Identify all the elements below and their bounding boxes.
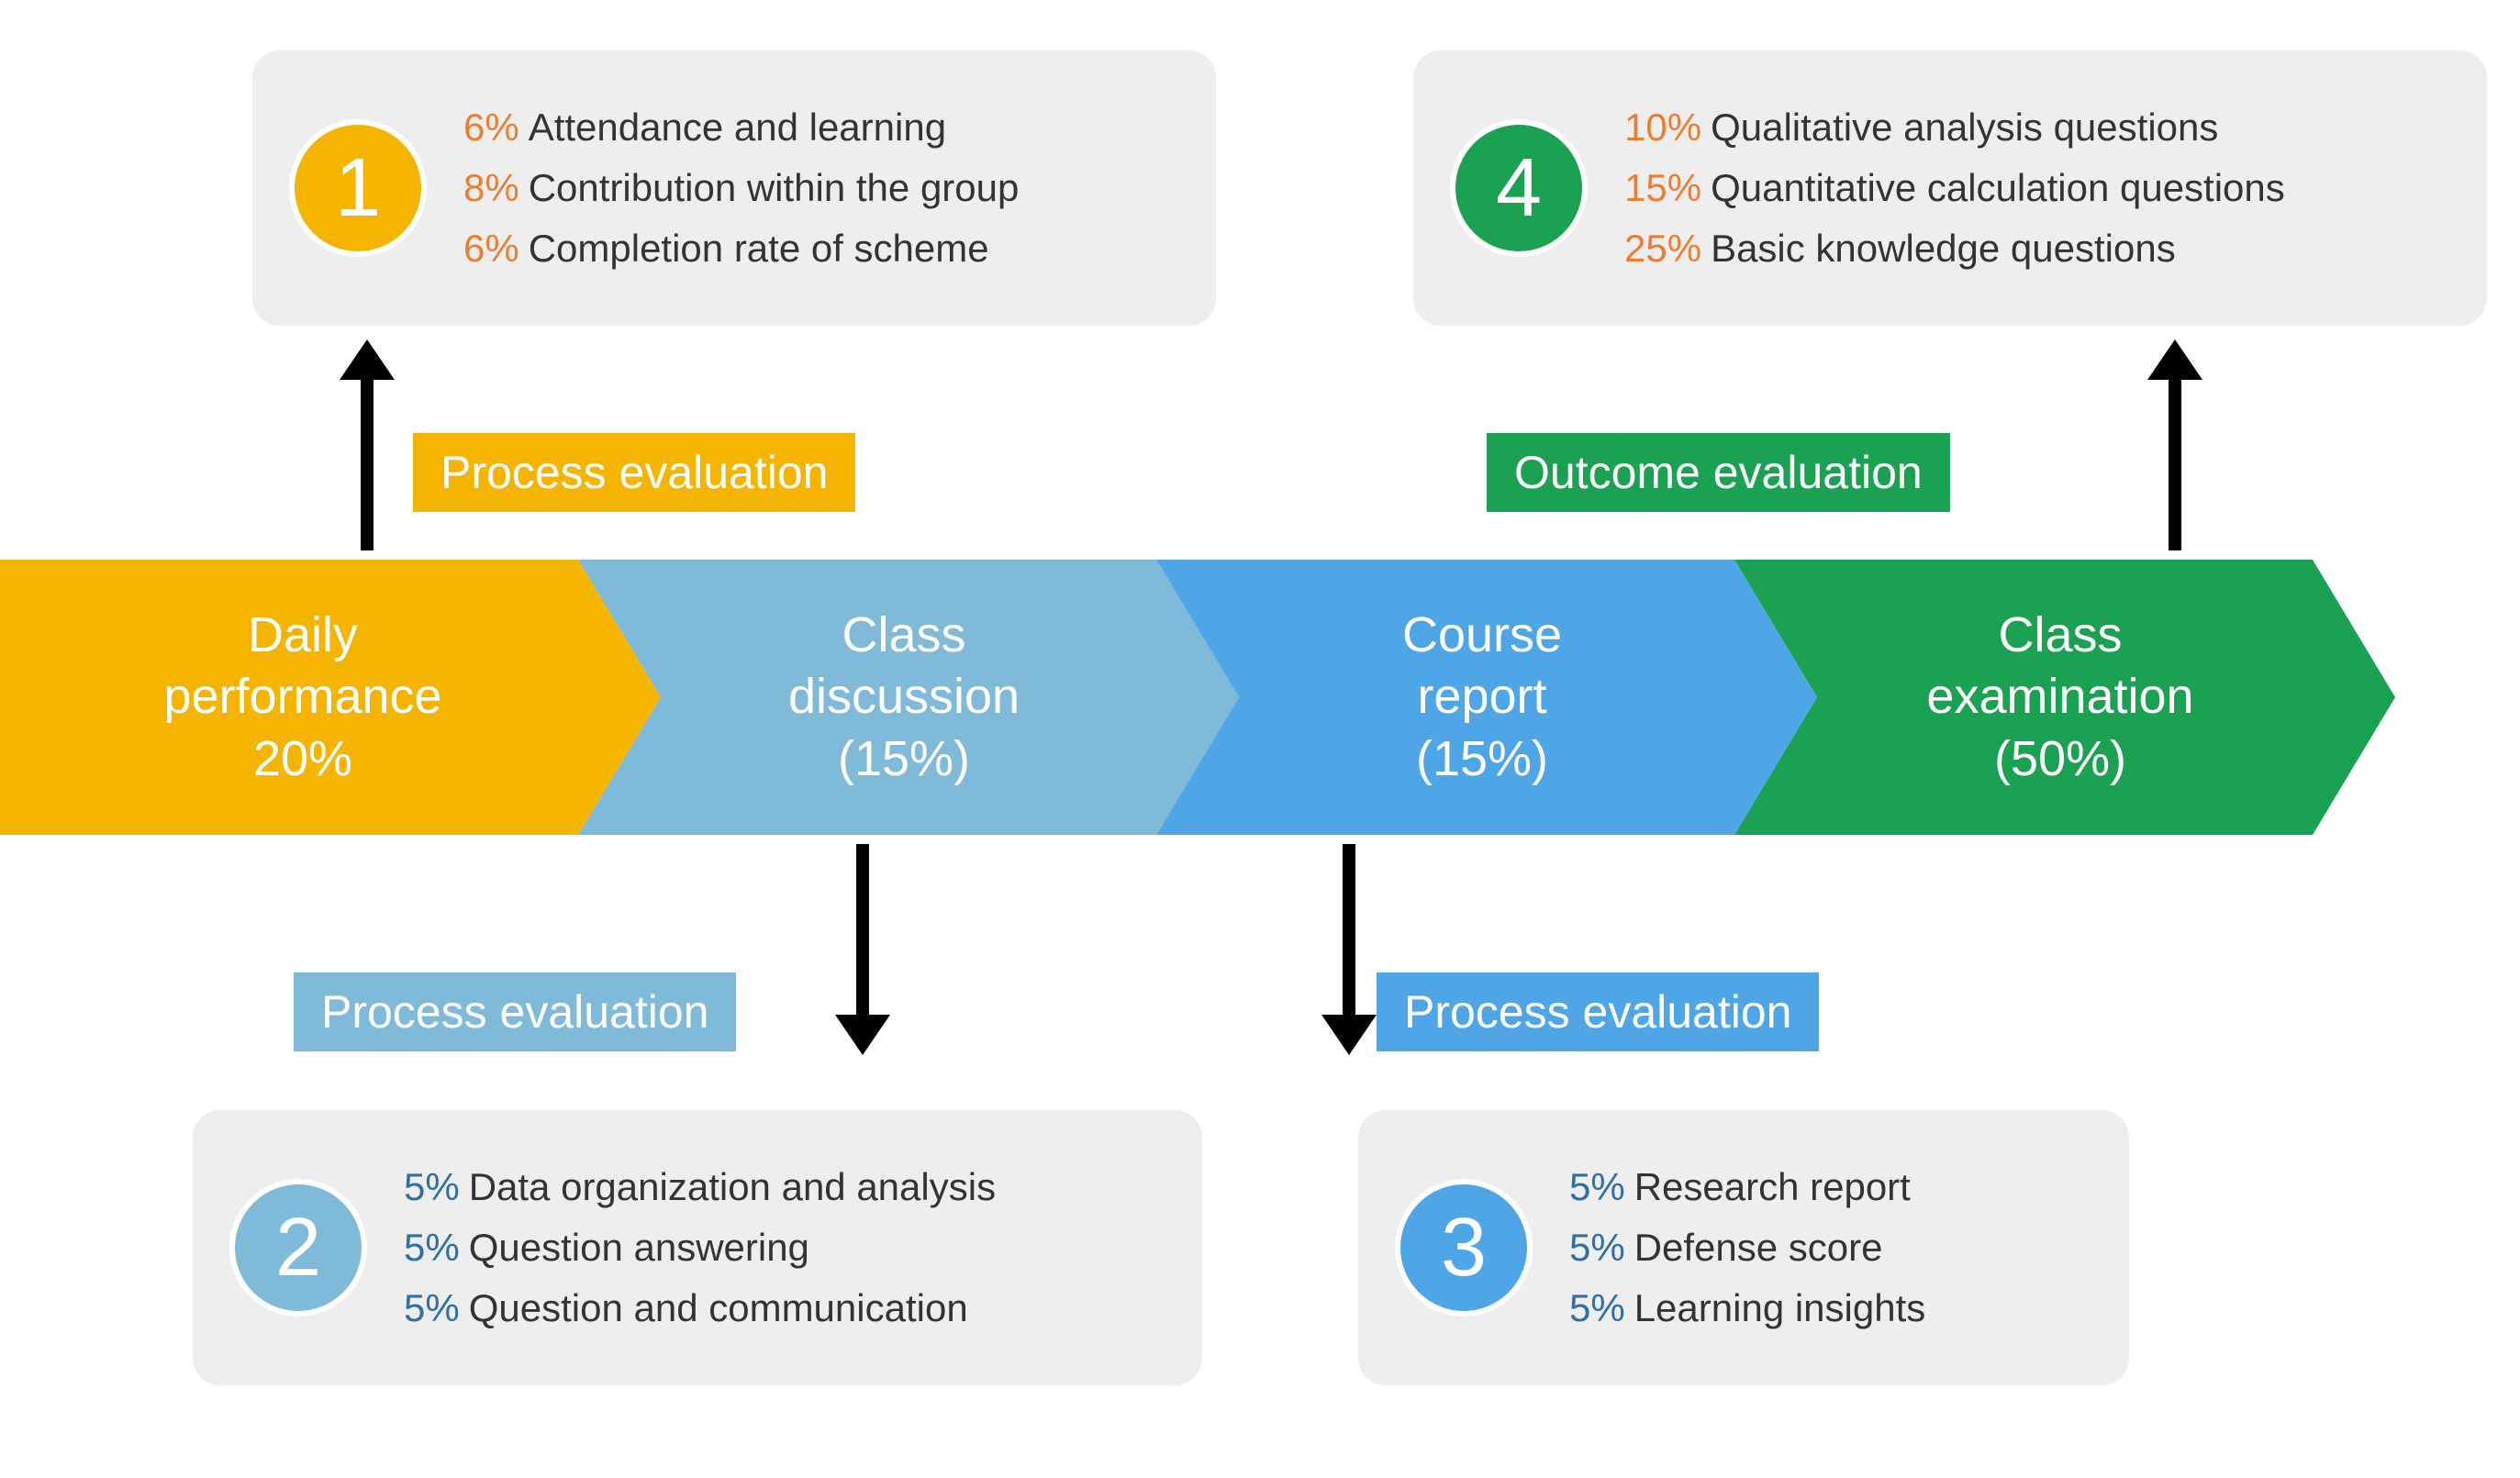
stage-chevron-4: Classexamination(50%) bbox=[1734, 560, 2395, 835]
stage-weight: (50%) bbox=[1994, 728, 2126, 791]
card-line-text: Question answering bbox=[469, 1226, 809, 1269]
detail-card-3: 35%Research report5%Defense score5%Learn… bbox=[1358, 1110, 2129, 1385]
stage-weight: 20% bbox=[253, 728, 352, 791]
arrowhead-icon bbox=[2147, 339, 2202, 380]
card-line-text: Contribution within the group bbox=[529, 166, 1020, 209]
card-line: 5%Learning insights bbox=[1569, 1286, 1925, 1330]
card-line-text: Completion rate of scheme bbox=[529, 227, 989, 270]
card-line-text: Learning insights bbox=[1634, 1286, 1926, 1329]
card-line-percent: 10% bbox=[1624, 106, 1701, 149]
card-lines: 5%Research report5%Defense score5%Learni… bbox=[1569, 1165, 1925, 1330]
stage-label: Dailyperformance20% bbox=[0, 560, 597, 835]
detail-card-2: 25%Data organization and analysis5%Quest… bbox=[193, 1110, 1202, 1385]
arrow-shaft bbox=[856, 844, 869, 1018]
stage-chevron-3: Coursereport(15%) bbox=[1156, 560, 1817, 835]
arrowhead-icon bbox=[1321, 1015, 1377, 1055]
stage-chevron-2: Classdiscussion(15%) bbox=[578, 560, 1239, 835]
stage-weight: (15%) bbox=[838, 728, 970, 791]
card-number-badge: 4 bbox=[1450, 119, 1588, 257]
card-line: 5%Data organization and analysis bbox=[404, 1165, 996, 1209]
arrowhead-icon bbox=[835, 1015, 890, 1055]
stage-title-line1: Class bbox=[1998, 605, 2122, 667]
card-lines: 6%Attendance and learning8%Contribution … bbox=[463, 106, 1019, 271]
stage-chevron-1: Dailyperformance20% bbox=[0, 560, 661, 835]
stage-title-line2: discussion bbox=[788, 666, 1020, 728]
evaluation-tag: Process evaluation bbox=[1377, 972, 1819, 1051]
card-line: 5%Defense score bbox=[1569, 1226, 1925, 1270]
card-line-text: Data organization and analysis bbox=[469, 1165, 996, 1208]
stage-title-line1: Class bbox=[842, 605, 965, 667]
card-line-percent: 5% bbox=[404, 1165, 460, 1208]
card-number-badge: 2 bbox=[229, 1179, 367, 1317]
arrow-up-0 bbox=[340, 339, 395, 550]
detail-card-1: 16%Attendance and learning8%Contribution… bbox=[252, 50, 1216, 326]
card-line-text: Defense score bbox=[1634, 1226, 1883, 1269]
card-line: 6%Attendance and learning bbox=[463, 106, 1019, 150]
card-line: 6%Completion rate of scheme bbox=[463, 227, 1019, 271]
arrowhead-icon bbox=[340, 339, 395, 380]
card-line-percent: 5% bbox=[404, 1226, 460, 1269]
card-line-percent: 5% bbox=[404, 1286, 460, 1329]
card-line: 15%Quantitative calculation questions bbox=[1624, 166, 2285, 210]
card-line-percent: 5% bbox=[1569, 1165, 1625, 1208]
card-lines: 10%Qualitative analysis questions15%Quan… bbox=[1624, 106, 2285, 271]
arrow-shaft bbox=[361, 376, 374, 550]
card-number-badge: 3 bbox=[1395, 1179, 1533, 1317]
card-line-percent: 8% bbox=[463, 166, 519, 209]
arrow-down-2 bbox=[835, 844, 890, 1055]
card-line-text: Qualitative analysis questions bbox=[1711, 106, 2218, 149]
stage-title-line1: Daily bbox=[248, 605, 358, 667]
arrow-up-1 bbox=[2147, 339, 2202, 550]
card-line-text: Quantitative calculation questions bbox=[1711, 166, 2285, 209]
evaluation-tag: Process evaluation bbox=[413, 433, 855, 512]
stage-label: Coursereport(15%) bbox=[1156, 560, 1753, 835]
card-line: 5%Research report bbox=[1569, 1165, 1925, 1209]
card-lines: 5%Data organization and analysis5%Questi… bbox=[404, 1165, 996, 1330]
card-line-text: Basic knowledge questions bbox=[1711, 227, 2176, 270]
stage-title-line2: examination bbox=[1926, 666, 2193, 728]
evaluation-tag: Process evaluation bbox=[294, 972, 736, 1051]
evaluation-flow-diagram: Dailyperformance20%Classdiscussion(15%)C… bbox=[0, 0, 2520, 1478]
card-line-percent: 5% bbox=[1569, 1226, 1625, 1269]
card-line: 5%Question and communication bbox=[404, 1286, 996, 1330]
stage-title-line2: performance bbox=[163, 666, 441, 728]
card-line: 8%Contribution within the group bbox=[463, 166, 1019, 210]
card-line-percent: 25% bbox=[1624, 227, 1701, 270]
card-line: 5%Question answering bbox=[404, 1226, 996, 1270]
card-line-text: Attendance and learning bbox=[529, 106, 946, 149]
card-line-percent: 5% bbox=[1569, 1286, 1625, 1329]
card-line: 10%Qualitative analysis questions bbox=[1624, 106, 2285, 150]
stage-title-line2: report bbox=[1417, 666, 1546, 728]
card-number-badge: 1 bbox=[289, 119, 427, 257]
card-line-percent: 15% bbox=[1624, 166, 1701, 209]
evaluation-tag: Outcome evaluation bbox=[1487, 433, 1950, 512]
card-line-text: Question and communication bbox=[469, 1286, 968, 1329]
card-line: 25%Basic knowledge questions bbox=[1624, 227, 2285, 271]
card-line-percent: 6% bbox=[463, 227, 519, 270]
detail-card-4: 410%Qualitative analysis questions15%Qua… bbox=[1413, 50, 2487, 326]
card-line-text: Research report bbox=[1634, 1165, 1911, 1208]
stage-title-line1: Course bbox=[1402, 605, 1562, 667]
arrow-shaft bbox=[1343, 844, 1355, 1018]
stage-weight: (15%) bbox=[1416, 728, 1548, 791]
stage-label: Classexamination(50%) bbox=[1734, 560, 2331, 835]
arrow-down-3 bbox=[1321, 844, 1377, 1055]
stage-label: Classdiscussion(15%) bbox=[578, 560, 1175, 835]
card-line-percent: 6% bbox=[463, 106, 519, 149]
arrow-shaft bbox=[2169, 376, 2181, 550]
